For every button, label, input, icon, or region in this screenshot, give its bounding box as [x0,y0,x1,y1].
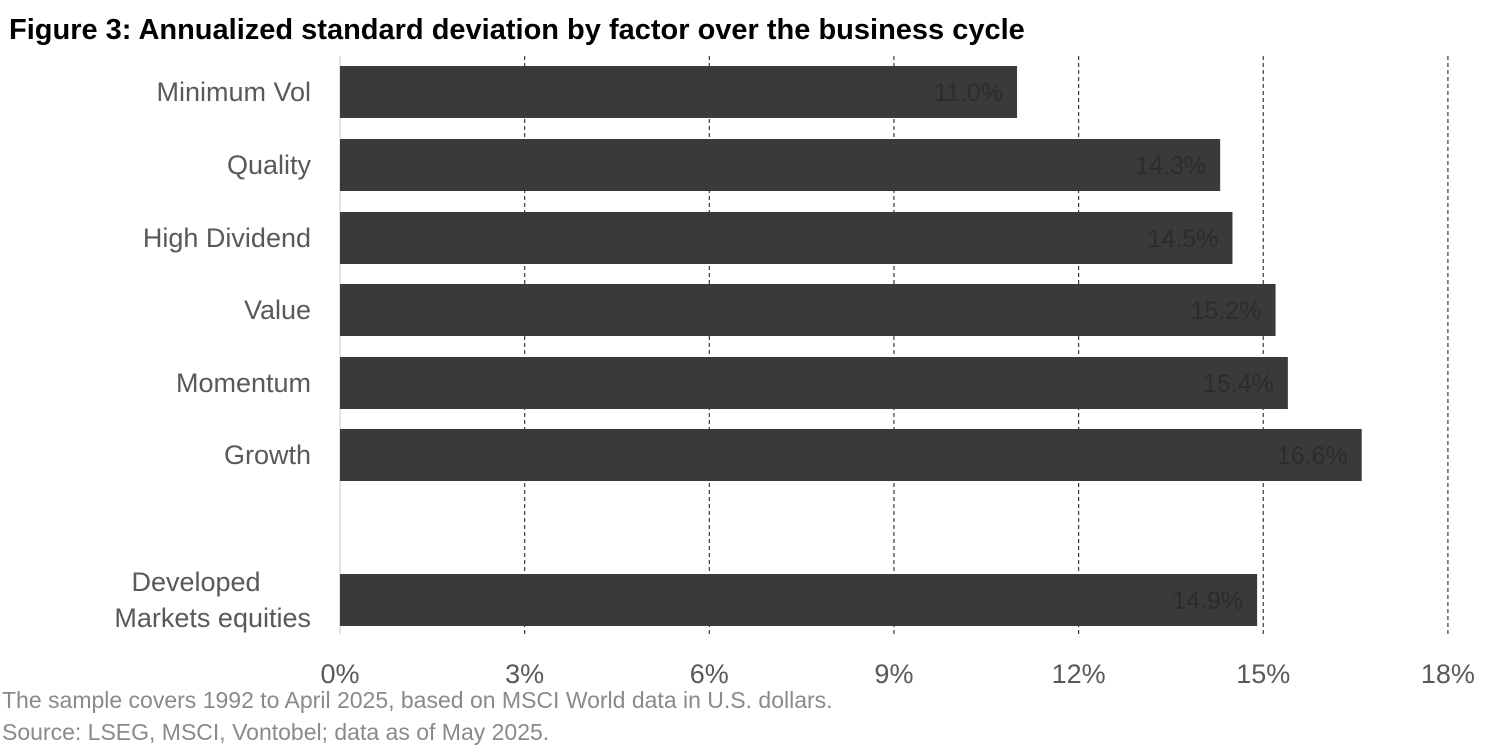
category-labels: Minimum Vol Quality High Dividend Value Mome… [114,77,311,633]
bar [340,66,1018,118]
bar-value-label: 15.2% [1191,297,1262,325]
category-label: High Dividend [143,223,311,253]
bar-value-label: 14.5% [1148,225,1219,253]
x-tick-label: 0% [320,659,359,689]
bars [340,66,1362,626]
bar [340,357,1288,409]
category-label: Value [244,295,311,325]
category-label: Minimum Vol [156,77,311,107]
x-tick-labels: 0% 3% 6% 9% 12% 15% 18% [320,659,1474,689]
bar-value-label: 15.4% [1203,370,1274,398]
data-labels: 11.0% 14.3% 14.5% 15.2% 15.4% 16.6% 14.9% [934,79,1348,615]
bar [340,212,1233,264]
source-note: Source: LSEG, MSCI, Vontobel; data as of… [2,719,550,745]
category-label: Developed Markets equities [114,567,311,633]
bar [340,574,1258,626]
x-tick-label: 3% [505,659,544,689]
bar-value-label: 14.3% [1135,152,1206,180]
bar [340,429,1362,481]
x-tick-label: 12% [1052,659,1106,689]
category-label: Momentum [176,368,311,398]
bar [340,284,1276,336]
bar-value-label: 14.9% [1172,587,1243,615]
category-label: Quality [227,150,312,180]
bar [340,139,1221,191]
x-tick-label: 9% [874,659,913,689]
bar-value-label: 11.0% [934,79,1003,107]
x-tick-label: 18% [1421,659,1475,689]
sample-note: The sample covers 1992 to April 2025, ba… [2,687,833,713]
bar-value-label: 16.6% [1277,442,1348,470]
category-label: Growth [224,440,311,470]
x-tick-label: 6% [690,659,729,689]
x-tick-label: 15% [1236,659,1290,689]
chart-title: Figure 3: Annualized standard deviation … [9,14,1025,46]
